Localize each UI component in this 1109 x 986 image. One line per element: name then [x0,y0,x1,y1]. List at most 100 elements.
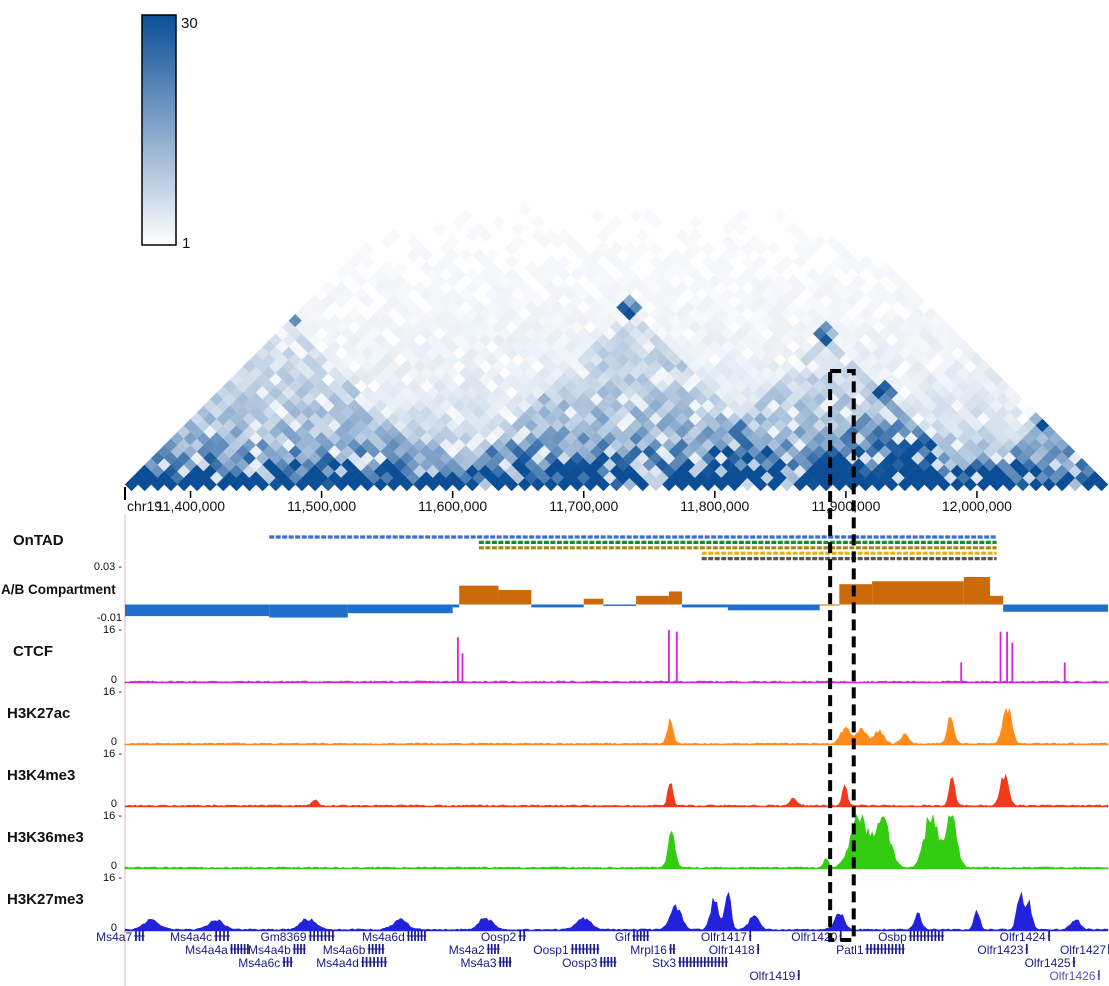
gene-exon [502,957,505,967]
compartment-bar [603,604,637,606]
gene-exon [227,931,229,941]
gene-label: Ms4a4c [170,930,212,944]
gene-exon [686,957,688,967]
gene-ms4a6b[interactable]: Ms4a6b [323,943,385,957]
highlight-region-box [828,369,856,942]
hic-cell [648,215,663,230]
hic-cell [360,254,375,269]
compartment-bar [668,591,683,605]
gene-exon [873,944,876,954]
track-h3k4me3: H3K4me3 16 - 0 [7,748,1109,810]
gene-olfr1424[interactable]: Olfr1424 [1000,930,1051,944]
gene-exon [725,957,728,967]
gene-olfr1418[interactable]: Olfr1418 [709,943,760,957]
track-label: CTCF [13,643,53,660]
gene-ms4a3[interactable]: Ms4a3 [461,956,512,970]
gene-exon [219,931,221,941]
gene-exon [1098,970,1100,980]
gene-oosp3[interactable]: Oosp3 [562,956,617,970]
gene-exon [593,944,595,954]
gene-exon [237,944,239,954]
gene-exon [375,944,377,954]
gene-exon [603,957,606,967]
gene-ms4a4b[interactable]: Ms4a4b [248,943,306,957]
gene-ms4a7[interactable]: Ms4a7 [96,930,145,944]
gene-ms4a4c[interactable]: Ms4a4c [170,930,230,944]
track-peak [457,637,459,683]
gene-olfr1423[interactable]: Olfr1423 [977,943,1029,957]
gene-exon [589,944,592,954]
gene-exon [320,931,323,941]
gene-exon [596,944,599,954]
gene-mrpl16[interactable]: Mrpl16 [630,943,676,957]
gene-exon [920,931,923,941]
gene-exon [866,944,869,954]
gene-label: Ms4a3 [461,956,497,970]
gene-oosp2[interactable]: Oosp2 [481,930,527,944]
track-ymax-label: 16 - [103,686,122,698]
gene-stx3[interactable]: Stx3 [652,956,728,970]
gene-exon [1025,944,1028,954]
gene-exon [384,957,387,967]
chromosome-label: chr19 [127,498,162,514]
gene-exon [300,944,302,954]
track-h3k36me3: H3K36me3 16 - 0 [7,810,1109,872]
gene-exon [714,957,717,967]
compartment-ymin-label: -0.01 [97,612,122,624]
gene-exon [519,931,522,941]
gene-gif[interactable]: Gif [615,930,650,944]
gene-oosp1[interactable]: Oosp1 [533,943,600,957]
gene-exon [240,944,243,954]
gene-exon [797,970,800,980]
track-signal [124,813,1109,870]
gene-exon [909,931,912,941]
gene-ms4a6d[interactable]: Ms4a6d [362,930,427,944]
gene-patl1[interactable]: Patl1 [836,943,905,957]
compartment-bar [682,604,728,608]
axis-tick-label: 11,600,000 [418,498,487,514]
gene-gm8369[interactable]: Gm8369 [260,930,335,944]
gene-exon [499,957,502,967]
gene-olfr1417[interactable]: Olfr1417 [701,930,752,944]
gene-exon [902,944,904,954]
gene-exon [313,931,316,941]
axis-tick-label: 11,500,000 [287,498,356,514]
gene-olfr1426[interactable]: Olfr1426 [1049,969,1101,983]
gene-ms4a4d[interactable]: Ms4a4d [316,956,388,970]
gene-label: Gm8369 [260,930,306,944]
gene-label: Stx3 [652,956,676,970]
axis-tick-label: 11,700,000 [549,498,618,514]
gene-label: Olfr1420 [791,930,837,944]
gene-ms4a2[interactable]: Ms4a2 [449,943,500,957]
gene-label: Olfr1426 [1049,969,1095,983]
gene-exon [361,957,364,967]
compartment-bar [819,604,840,606]
compartment-bar [498,590,532,605]
gene-exon [839,931,842,941]
gene-exon [332,931,334,941]
gene-label: Olfr1417 [701,930,747,944]
gene-exon [1073,957,1075,967]
gene-ms4a4a[interactable]: Ms4a4a [185,943,250,957]
gene-exon [607,957,609,967]
gene-exon [643,931,646,941]
gene-exon [371,944,374,954]
gene-olfr1425[interactable]: Olfr1425 [1025,956,1076,970]
gene-exon [378,944,381,954]
colorbar-max-label: 30 [181,15,198,32]
gene-olfr1420[interactable]: Olfr1420 [791,930,842,944]
gene-exon [586,944,588,954]
gene-label: Olfr1424 [1000,930,1046,944]
gene-olfr1419[interactable]: Olfr1419 [749,969,800,983]
gene-label: Gif [615,930,631,944]
gene-ms4a6c[interactable]: Ms4a6c [238,956,293,970]
gene-osbp[interactable]: Osbp [878,930,945,944]
gene-exon [884,944,887,954]
gene-olfr1427[interactable]: Olfr1427 [1060,943,1109,957]
gene-label: Ms4a4a [185,943,228,957]
track-signal [124,680,1109,684]
gene-label: Ms4a4b [248,943,291,957]
hic-cell [491,215,506,230]
gene-exon [215,931,217,941]
hic-cell [753,254,768,269]
